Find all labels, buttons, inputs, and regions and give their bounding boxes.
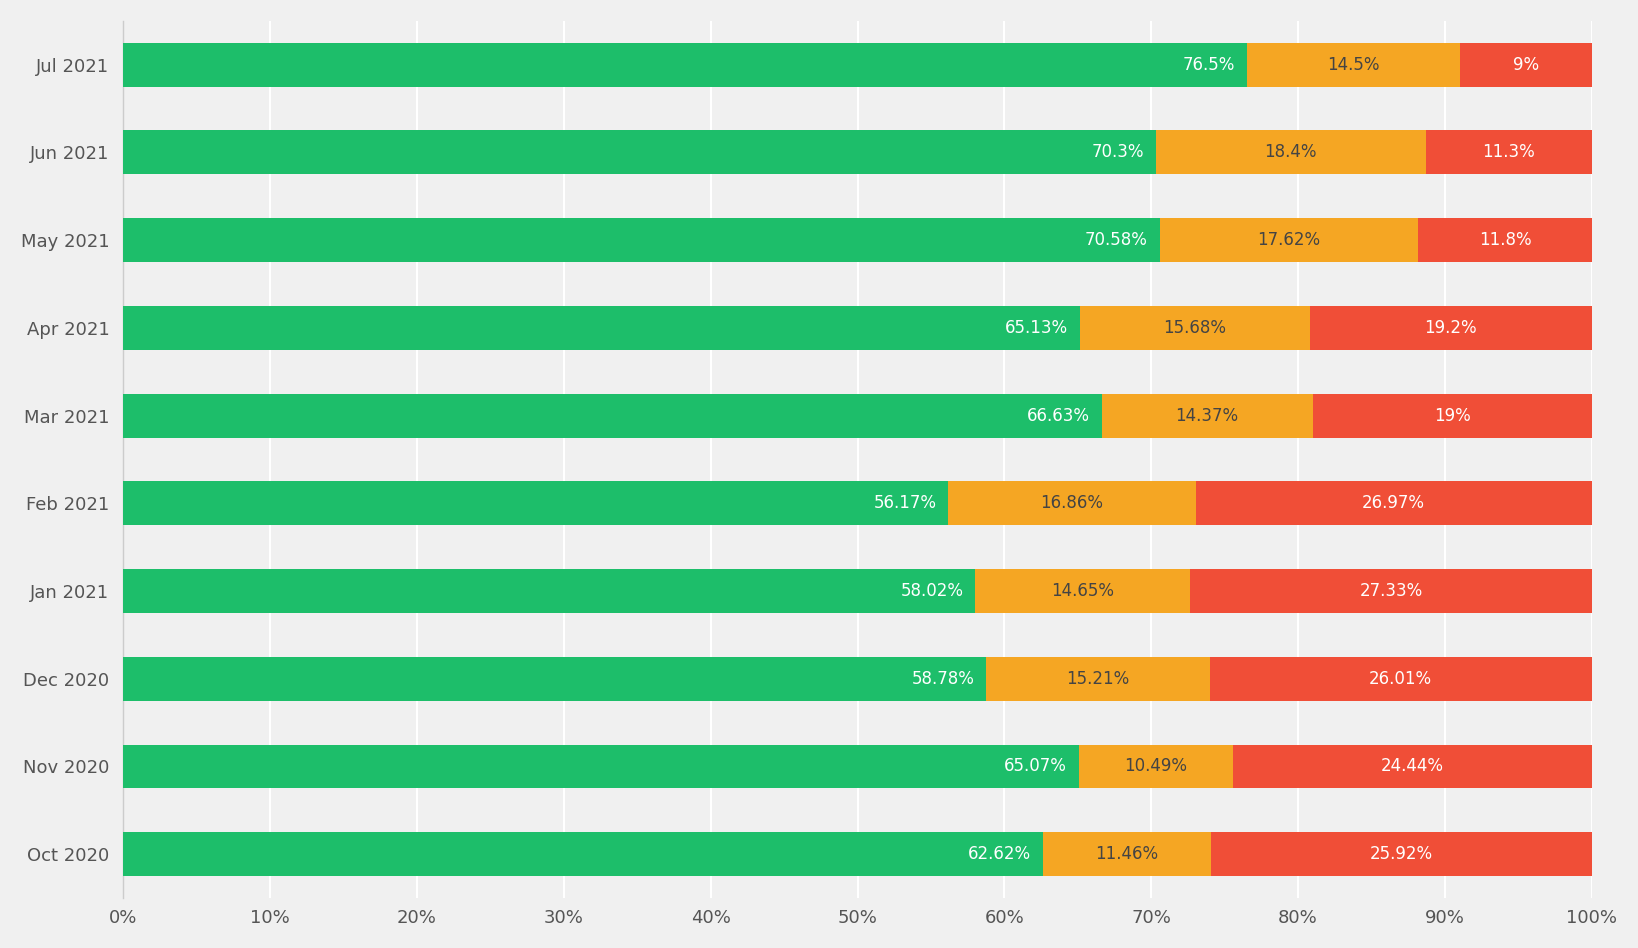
Bar bbox=[1079, 744, 1233, 789]
Bar bbox=[1459, 43, 1592, 86]
Text: 26.97%: 26.97% bbox=[1363, 494, 1425, 512]
Bar bbox=[123, 306, 1079, 350]
Text: 14.65%: 14.65% bbox=[1052, 582, 1114, 600]
Text: 16.86%: 16.86% bbox=[1040, 494, 1104, 512]
Bar bbox=[1419, 218, 1592, 262]
Bar bbox=[123, 218, 1160, 262]
Bar bbox=[1102, 393, 1312, 438]
Bar bbox=[948, 482, 1196, 525]
Bar bbox=[1196, 482, 1592, 525]
Bar bbox=[123, 744, 1079, 789]
Text: 26.01%: 26.01% bbox=[1369, 669, 1432, 687]
Text: 9%: 9% bbox=[1512, 56, 1538, 74]
Bar bbox=[986, 657, 1210, 701]
Text: 10.49%: 10.49% bbox=[1124, 757, 1188, 775]
Text: 11.8%: 11.8% bbox=[1479, 231, 1532, 249]
Bar bbox=[123, 657, 986, 701]
Bar bbox=[123, 482, 948, 525]
Text: 76.5%: 76.5% bbox=[1183, 56, 1235, 74]
Bar bbox=[1155, 131, 1425, 174]
Bar bbox=[1247, 43, 1459, 86]
Text: 56.17%: 56.17% bbox=[873, 494, 937, 512]
Bar bbox=[123, 569, 975, 613]
Text: 25.92%: 25.92% bbox=[1369, 846, 1433, 864]
Text: 19.2%: 19.2% bbox=[1425, 319, 1477, 337]
Text: 24.44%: 24.44% bbox=[1381, 757, 1443, 775]
Text: 65.13%: 65.13% bbox=[1004, 319, 1068, 337]
Text: 18.4%: 18.4% bbox=[1265, 143, 1317, 161]
Text: 14.5%: 14.5% bbox=[1327, 56, 1379, 74]
Text: 70.3%: 70.3% bbox=[1091, 143, 1143, 161]
Bar bbox=[1079, 306, 1310, 350]
Text: 15.21%: 15.21% bbox=[1066, 669, 1130, 687]
Text: 62.62%: 62.62% bbox=[968, 846, 1030, 864]
Bar bbox=[975, 569, 1191, 613]
Bar bbox=[1312, 393, 1592, 438]
Bar bbox=[123, 832, 1043, 876]
Bar bbox=[1210, 657, 1592, 701]
Bar bbox=[123, 393, 1102, 438]
Bar bbox=[1191, 569, 1592, 613]
Text: 70.58%: 70.58% bbox=[1084, 231, 1148, 249]
Bar bbox=[123, 43, 1247, 86]
Text: 15.68%: 15.68% bbox=[1163, 319, 1227, 337]
Text: 65.07%: 65.07% bbox=[1004, 757, 1066, 775]
Text: 11.46%: 11.46% bbox=[1096, 846, 1158, 864]
Text: 58.78%: 58.78% bbox=[912, 669, 975, 687]
Bar bbox=[1310, 306, 1592, 350]
Text: 27.33%: 27.33% bbox=[1360, 582, 1423, 600]
Text: 17.62%: 17.62% bbox=[1258, 231, 1320, 249]
Bar bbox=[1160, 218, 1419, 262]
Text: 66.63%: 66.63% bbox=[1027, 407, 1089, 425]
Bar bbox=[1043, 832, 1210, 876]
Bar bbox=[1210, 832, 1592, 876]
Bar bbox=[123, 131, 1155, 174]
Text: 11.3%: 11.3% bbox=[1482, 143, 1535, 161]
Text: 58.02%: 58.02% bbox=[901, 582, 963, 600]
Text: 19%: 19% bbox=[1433, 407, 1471, 425]
Bar bbox=[1425, 131, 1592, 174]
Bar bbox=[1233, 744, 1592, 789]
Text: 14.37%: 14.37% bbox=[1176, 407, 1238, 425]
